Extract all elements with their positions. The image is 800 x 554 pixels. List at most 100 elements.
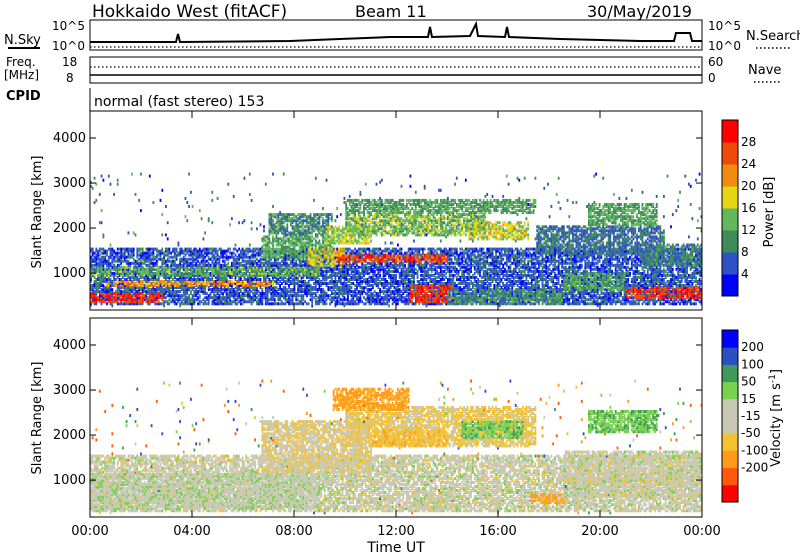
heatmap-cell: [117, 248, 119, 251]
heatmap-cell: [377, 248, 379, 251]
heatmap-cell: [345, 201, 347, 204]
heatmap-cell: [197, 260, 199, 263]
heatmap-cell: [174, 248, 176, 251]
heatmap-cell: [151, 282, 153, 285]
heatmap-cell: [340, 302, 342, 305]
heatmap-cell: [392, 270, 394, 273]
heatmap-cell: [399, 262, 401, 265]
heatmap-cell: [247, 290, 249, 293]
heatmap-cell: [115, 260, 117, 263]
freq-tick-top: 18: [62, 55, 77, 69]
heatmap-cell: [361, 254, 363, 257]
heatmap-cell: [381, 199, 383, 202]
heatmap-cell: [317, 248, 319, 251]
heatmap-cell: [251, 296, 253, 299]
heatmap-cell: [340, 237, 342, 240]
heatmap-cell: [210, 252, 212, 255]
heatmap-cell: [119, 256, 121, 259]
heatmap-cell: [360, 201, 362, 204]
heatmap-cell: [217, 250, 219, 253]
heatmap-cell: [306, 302, 308, 305]
heatmap-cell: [190, 258, 192, 261]
heatmap-cell: [261, 282, 263, 285]
heatmap-cell: [315, 292, 317, 295]
heatmap-cell: [395, 219, 397, 222]
heatmap-cell: [392, 254, 394, 257]
heatmap-cell: [251, 221, 253, 224]
heatmap-cell: [301, 229, 303, 232]
heatmap-cell: [135, 260, 137, 263]
heatmap-cell: [304, 229, 306, 232]
heatmap-cell: [274, 248, 276, 251]
heatmap-cell: [174, 280, 176, 283]
heatmap-cell: [335, 252, 337, 255]
heatmap-cell: [390, 250, 392, 253]
heatmap-cell: [269, 237, 271, 240]
heatmap-cell: [381, 282, 383, 285]
heatmap-cell: [179, 302, 181, 305]
heatmap-cell: [351, 286, 353, 289]
heatmap-cell: [263, 248, 265, 251]
heatmap-cell: [322, 282, 324, 285]
heatmap-cell: [190, 191, 192, 194]
heatmap-cell: [331, 296, 333, 299]
heatmap-cell: [258, 248, 260, 251]
heatmap-cell: [394, 215, 396, 218]
heatmap-cell: [310, 248, 312, 251]
heatmap-cell: [227, 300, 229, 303]
heatmap-cell: [335, 300, 337, 303]
heatmap-cell: [369, 276, 371, 279]
heatmap-cell: [254, 254, 256, 257]
heatmap-cell: [335, 290, 337, 293]
heatmap-cell: [178, 294, 180, 297]
heatmap-cell: [320, 233, 322, 236]
heatmap-cell: [210, 278, 212, 281]
heatmap-cell: [394, 225, 396, 228]
heatmap-cell: [227, 266, 229, 269]
heatmap-cell: [365, 217, 367, 220]
heatmap-cell: [383, 266, 385, 269]
heatmap-cell: [386, 231, 388, 234]
heatmap-cell: [244, 264, 246, 267]
heatmap-cell: [161, 213, 163, 216]
heatmap-cell: [263, 244, 265, 247]
heatmap-cell: [354, 288, 356, 291]
heatmap-cell: [211, 260, 213, 263]
heatmap-cell: [299, 294, 301, 297]
heatmap-cell: [292, 231, 294, 234]
heatmap-cell: [395, 296, 397, 299]
heatmap-cell: [313, 282, 315, 285]
heatmap-cell: [361, 237, 363, 240]
heatmap-cell: [351, 199, 353, 202]
heatmap-cell: [377, 199, 379, 202]
heatmap-cell: [276, 248, 278, 251]
heatmap-cell: [140, 173, 142, 176]
heatmap-cell: [361, 223, 363, 226]
heatmap-cell: [179, 294, 181, 297]
heatmap-cell: [352, 268, 354, 271]
heatmap-cell: [360, 242, 362, 245]
heatmap-cell: [295, 233, 297, 236]
heatmap-cell: [308, 260, 310, 263]
heatmap-cell: [94, 177, 96, 180]
heatmap-cell: [272, 219, 274, 222]
heatmap-cell: [376, 264, 378, 267]
heatmap-cell: [392, 229, 394, 232]
heatmap-cell: [326, 282, 328, 285]
heatmap-cell: [94, 264, 96, 267]
heatmap-cell: [290, 280, 292, 283]
heatmap-cell: [242, 280, 244, 283]
heatmap-cell: [326, 237, 328, 240]
heatmap-cell: [124, 278, 126, 281]
heatmap-cell: [379, 181, 381, 184]
heatmap-cell: [213, 262, 215, 265]
heatmap-cell: [377, 225, 379, 228]
heatmap-cell: [317, 288, 319, 291]
heatmap-cell: [122, 260, 124, 263]
heatmap-cell: [210, 292, 212, 295]
heatmap-cell: [277, 237, 279, 240]
heatmap-cell: [299, 246, 301, 249]
heatmap-cell: [206, 296, 208, 299]
heatmap-cell: [322, 213, 324, 216]
heatmap-cell: [151, 288, 153, 291]
